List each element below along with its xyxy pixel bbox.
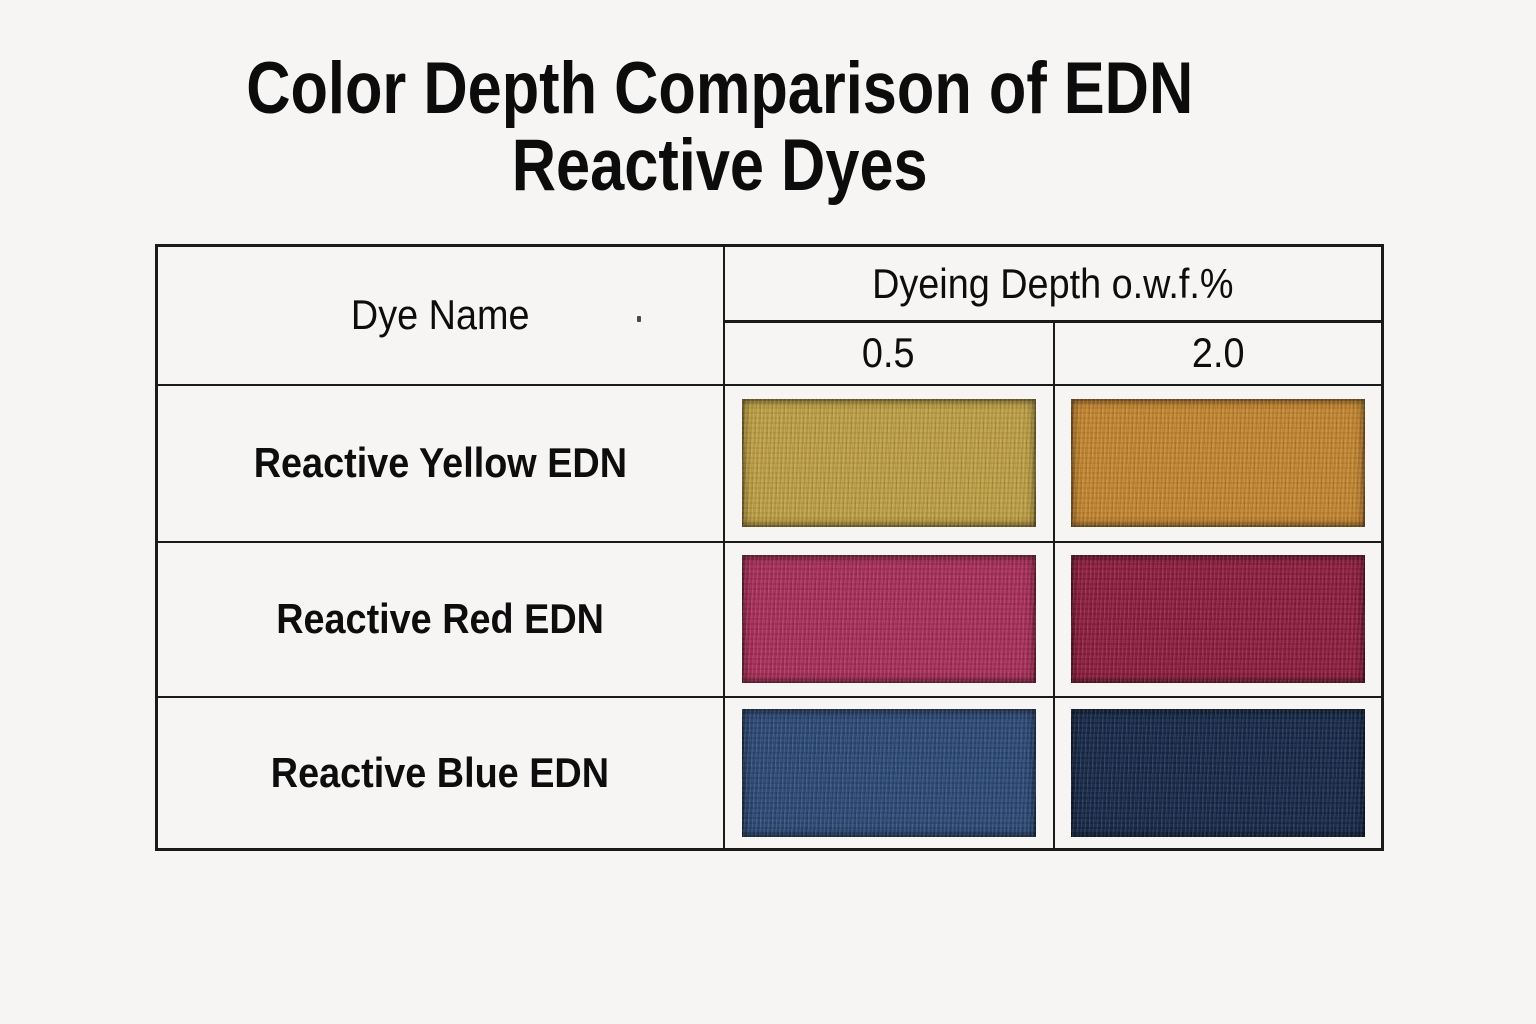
swatch-cell: [722, 540, 1055, 698]
swatch-cell: [1052, 383, 1384, 543]
table-subheader-row: 0.5 2.0: [157, 320, 1384, 386]
page-title-line-1: Color Depth Comparison of EDN: [246, 48, 1194, 129]
dye-name-cell: Reactive Yellow EDN: [155, 383, 725, 543]
ink-speck: [637, 316, 641, 322]
dye-swatch-yellow-05: [741, 399, 1036, 527]
dye-swatch-red-20: [1070, 555, 1365, 683]
dye-swatch-blue-05: [741, 708, 1036, 837]
page-title-line-2: Reactive Dyes: [512, 125, 928, 206]
dye-swatch-red-05: [741, 555, 1036, 683]
header-cell-depth-05: 0.5: [722, 320, 1055, 386]
dye-name-header-label: Dye Name: [350, 291, 530, 339]
table-row-reactive-yellow: Reactive Yellow EDN: [155, 383, 1384, 543]
depth-05-label: 0.5: [862, 329, 915, 377]
dye-comparison-table: Dye Name Dyeing Depth o.w.f.% 0.5 2.0 Re…: [155, 244, 1385, 851]
dye-swatch-yellow-20: [1070, 399, 1365, 527]
table-row-reactive-blue: Reactive Blue EDN: [155, 695, 1384, 851]
header-cell-depth-group: Dyeing Depth o.w.f.%: [722, 244, 1384, 323]
swatch-cell: [722, 383, 1055, 543]
header-cell-dye-name: Dye Name: [155, 244, 725, 386]
page-title: Color Depth Comparison of EDN Reactive D…: [155, 50, 1285, 204]
swatch-cell: [722, 695, 1055, 851]
header-cell-depth-20: 2.0: [1052, 320, 1384, 386]
dye-name-cell: Reactive Red EDN: [155, 540, 725, 698]
dye-name-label: Reactive Blue EDN: [271, 748, 610, 796]
swatch-cell: [1052, 540, 1384, 698]
dye-name-cell: Reactive Blue EDN: [155, 695, 725, 851]
table-row-reactive-red: Reactive Red EDN: [155, 540, 1384, 698]
dye-name-label: Reactive Red EDN: [276, 595, 605, 642]
depth-20-label: 2.0: [1191, 329, 1245, 377]
dye-swatch-blue-20: [1070, 708, 1365, 837]
table-header-row: Dye Name Dyeing Depth o.w.f.%: [155, 244, 1384, 386]
depth-group-header-label: Dyeing Depth o.w.f.%: [872, 259, 1234, 307]
dye-name-label: Reactive Yellow EDN: [253, 439, 627, 486]
swatch-cell: [1052, 695, 1384, 851]
